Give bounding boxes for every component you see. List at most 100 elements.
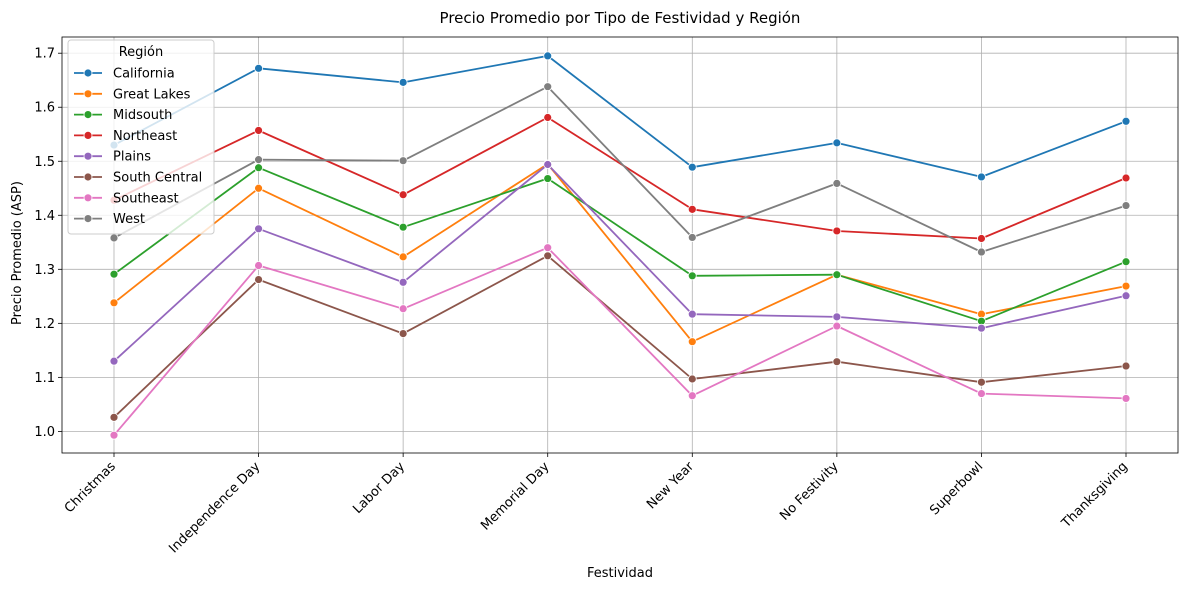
data-point [687,271,697,281]
chart-title: Precio Promedio por Tipo de Festividad y… [440,9,801,27]
data-point [1121,291,1131,301]
data-point [1121,281,1131,291]
legend-marker [83,130,93,140]
plot-frame [61,36,1179,454]
data-point [1121,361,1131,371]
data-point [254,63,263,73]
data-point [977,234,986,243]
legend-entry-label: Great Lakes [113,87,191,102]
data-point [543,243,553,253]
series-line [113,85,1127,253]
data-point [254,261,263,270]
series-line [113,116,1127,240]
series-line [113,254,1127,418]
data-point [687,309,697,319]
data-point [398,77,408,87]
data-point [977,389,986,398]
y-tick-label: 1.4 [34,209,55,224]
data-point [1121,394,1131,403]
legend-entry-label: Southeast [113,191,179,206]
data-point [109,356,119,366]
series-plains [109,160,1131,366]
data-point [1121,173,1131,183]
data-point [109,233,119,243]
data-point [687,204,697,214]
data-point [543,82,553,92]
data-point [832,321,842,331]
data-point [254,224,263,234]
data-point [687,233,697,242]
data-point [977,172,986,182]
legend-entry-label: South Central [113,171,202,186]
data-point [1121,257,1131,267]
data-point [1121,201,1131,210]
x-axis-label: Festividad [587,566,653,581]
data-point [398,329,408,339]
data-point [687,337,697,347]
series-line [113,166,1127,323]
series-lines [109,51,1131,440]
data-point [832,138,842,148]
legend-marker [83,151,93,161]
data-point [977,247,986,257]
data-point [687,374,697,384]
data-point [832,357,842,367]
data-point [977,323,986,333]
data-point [687,162,697,172]
data-point [398,277,408,287]
data-point [109,269,119,279]
series-line [113,55,1127,178]
y-tick-label: 1.1 [34,371,55,386]
data-point [543,251,553,261]
legend-entry-label: California [113,67,175,82]
data-point [398,252,408,262]
series-line [113,246,1127,436]
data-point [254,163,263,173]
data-point [832,312,842,322]
series-south-central [109,251,1131,422]
y-tick-label: 1.7 [34,47,55,62]
data-point [977,377,986,387]
data-point [254,275,263,284]
data-point [398,156,408,166]
data-point [109,430,119,440]
series-midsouth [109,163,1131,326]
y-tick-label: 1.3 [34,263,55,278]
legend-marker [83,110,93,119]
data-point [832,270,842,280]
y-tick-label: 1.5 [34,155,55,170]
series-line [113,163,1127,362]
legend-marker [83,193,93,203]
legend-marker [83,172,93,182]
data-point [109,412,119,422]
y-tick-label: 1.0 [34,425,55,440]
legend-entry-label: Plains [113,150,151,165]
series-northeast [109,113,1131,243]
data-point [254,155,263,165]
series-line [113,163,1127,343]
data-point [543,113,553,122]
data-point [687,391,697,401]
data-point [398,190,408,200]
y-tick-label: 1.6 [34,101,55,116]
data-point [254,183,263,193]
legend-marker [83,214,93,224]
data-point [543,51,553,61]
legend: Región California Great Lakes Midsouth North… [67,39,215,235]
legend-entry-label: Northeast [113,129,177,144]
data-point [543,160,553,169]
data-point [1121,116,1131,126]
legend-entry-label: West [113,212,145,227]
data-point [832,226,842,236]
legend-title: Región [119,45,164,60]
legend-box [67,39,215,235]
series-southeast [109,243,1131,440]
data-point [832,179,842,188]
legend-entry-label: Midsouth [113,108,172,123]
data-point [254,126,263,135]
data-point [398,222,408,232]
data-point [398,304,408,314]
y-axis-label: Precio Promedio (ASP) [10,181,25,325]
data-point [109,298,119,308]
